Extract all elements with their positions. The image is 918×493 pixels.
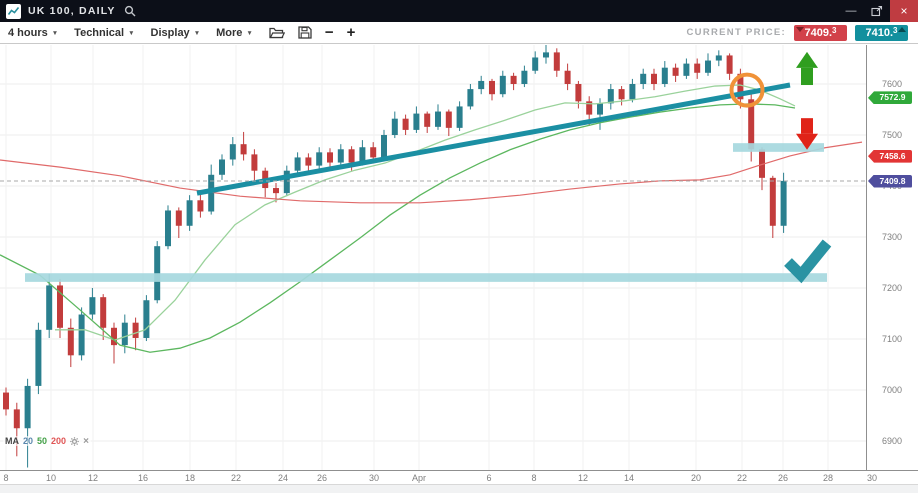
sell-price-main: 7409. <box>804 26 833 39</box>
chevron-down-icon: ▼ <box>246 29 253 37</box>
time-axis-label: 26 <box>777 473 789 483</box>
price-axis-label: 7100 <box>882 334 903 344</box>
zoom-in-button[interactable]: + <box>346 24 356 41</box>
search-icon[interactable] <box>124 5 137 18</box>
more-dropdown[interactable]: More ▼ <box>216 27 253 39</box>
title-bar: UK 100, DAILY — × <box>0 0 918 22</box>
time-axis-label: 14 <box>623 473 635 483</box>
price-axis-label: 7000 <box>882 385 903 395</box>
more-dropdown-label: More <box>216 26 243 39</box>
technical-dropdown-label: Technical <box>74 26 125 39</box>
zoom-out-button[interactable]: − <box>324 24 334 41</box>
sell-price-frac: 3 <box>832 25 837 35</box>
chevron-down-icon: ▼ <box>51 29 59 37</box>
time-axis-label: 10 <box>45 473 57 483</box>
price-chart-svg[interactable] <box>0 44 873 470</box>
buy-price-main: 7410. <box>865 26 894 39</box>
time-axis-label: 16 <box>137 473 149 483</box>
close-button[interactable]: × <box>890 0 918 22</box>
time-axis-label: 26 <box>316 473 328 483</box>
price-axis[interactable]: 760075007400730072007100700069007572.974… <box>866 45 918 470</box>
sell-price-badge[interactable]: 7409. 3 <box>794 24 847 41</box>
buy-price-badge[interactable]: 7410. 3 <box>855 24 908 41</box>
ma-legend: MA 20 50 200 × <box>3 436 91 446</box>
price-tag: 7409.8 <box>868 174 912 188</box>
chevron-down-icon: ▼ <box>128 29 135 37</box>
time-axis-label: 20 <box>690 473 702 483</box>
time-axis-label: 8 <box>531 473 537 483</box>
time-axis-label: 18 <box>184 473 196 483</box>
time-axis-label: 22 <box>230 473 242 483</box>
save-icon[interactable] <box>298 26 312 39</box>
display-dropdown-label: Display <box>150 26 190 39</box>
time-axis-label: 12 <box>577 473 589 483</box>
chart-plot-area[interactable] <box>0 44 873 470</box>
time-axis-label: 28 <box>822 473 834 483</box>
price-axis-label: 7300 <box>882 232 903 242</box>
chart-scrollbar[interactable] <box>0 484 918 493</box>
chart-toolbar: 4 hours ▼ Technical ▼ Display ▼ More ▼ − + C… <box>0 22 918 44</box>
timeframe-dropdown[interactable]: 4 hours ▼ <box>8 27 58 39</box>
app-logo-icon <box>6 3 21 19</box>
symbol-title: UK 100, DAILY <box>28 5 116 17</box>
open-folder-icon[interactable] <box>269 26 285 39</box>
time-axis-label: 30 <box>866 473 878 483</box>
price-axis-label: 6900 <box>882 436 903 446</box>
ma-period-200: 200 <box>51 436 67 446</box>
price-tag: 7458.6 <box>868 149 912 163</box>
display-dropdown[interactable]: Display ▼ <box>151 27 201 39</box>
current-price-label: CURRENT PRICE: <box>686 27 786 38</box>
time-axis-label: 22 <box>736 473 748 483</box>
ma-settings-gear-icon[interactable] <box>70 436 79 446</box>
buy-price-frac: 3 <box>893 25 898 35</box>
chevron-down-icon: ▼ <box>193 29 201 37</box>
price-axis-label: 7200 <box>882 283 903 293</box>
ma-remove-icon[interactable]: × <box>83 435 89 447</box>
current-price-area: CURRENT PRICE: 7409. 3 7410. 3 <box>686 24 912 41</box>
price-axis-label: 7600 <box>882 79 903 89</box>
time-axis-label: 6 <box>486 473 492 483</box>
technical-dropdown[interactable]: Technical ▼ <box>74 27 134 39</box>
price-axis-label: 7500 <box>882 130 903 140</box>
time-axis-label: 24 <box>277 473 289 483</box>
ma-period-50: 50 <box>37 436 48 446</box>
timeframe-dropdown-label: 4 hours <box>8 26 48 39</box>
minimize-button[interactable]: — <box>845 5 857 17</box>
time-axis[interactable]: 8 10 12 16 18 22 24 26 30 Apr 6 8 12 14 20 22 26 28 30 <box>0 470 918 484</box>
ma-period-20: 20 <box>23 436 34 446</box>
ma-legend-label: MA <box>5 436 19 446</box>
time-axis-label: 12 <box>87 473 99 483</box>
time-axis-label: 8 <box>3 473 9 483</box>
time-axis-label: 30 <box>368 473 380 483</box>
popout-button[interactable] <box>864 0 890 22</box>
price-tag: 7572.9 <box>868 91 912 105</box>
time-axis-label: Apr <box>411 473 427 483</box>
